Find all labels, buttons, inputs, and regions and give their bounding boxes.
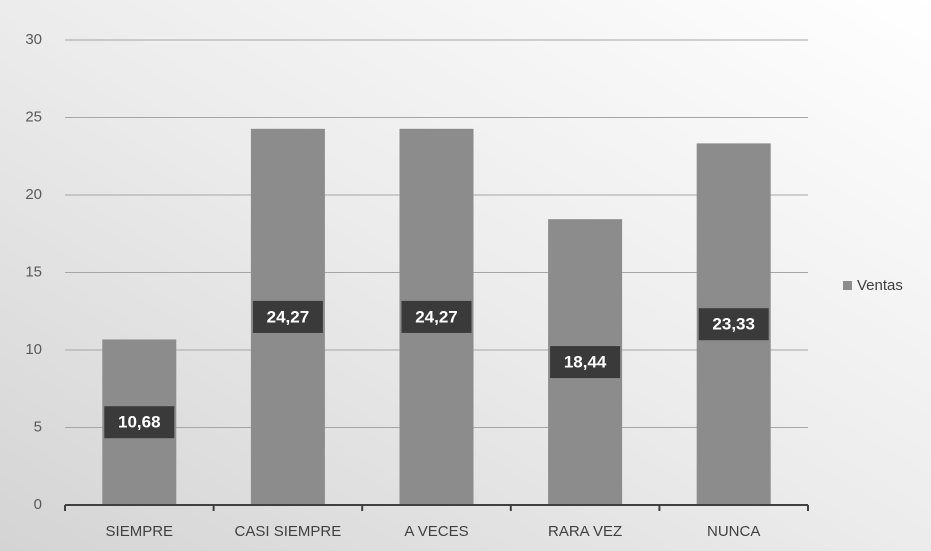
value-label-box [104,406,175,439]
x-tick-label: CASI SIEMPRE [235,523,342,540]
value-label: 24,27 [415,307,458,326]
value-label: 23,33 [712,315,755,334]
value-label: 10,68 [118,413,161,432]
y-tick-label: 15 [25,263,42,280]
y-tick-label: 0 [34,496,42,513]
y-tick-label: 25 [25,108,42,125]
value-label-box [401,300,472,333]
x-tick-label: NUNCA [707,523,760,540]
y-tick-label: 30 [25,31,42,48]
value-label-box [252,300,323,333]
value-label: 24,27 [267,307,310,326]
y-tick-label: 5 [34,418,42,435]
y-tick-label: 10 [25,341,42,358]
y-tick-label: 20 [25,186,42,203]
x-tick-label: SIEMPRE [106,523,174,540]
value-label: 18,44 [564,353,607,372]
legend-label: Ventas [857,277,903,294]
x-tick-label: A VECES [404,523,468,540]
value-label-box [550,346,621,379]
x-tick-label: RARA VEZ [548,523,622,540]
legend-swatch [843,281,852,290]
value-label-box [698,308,769,341]
